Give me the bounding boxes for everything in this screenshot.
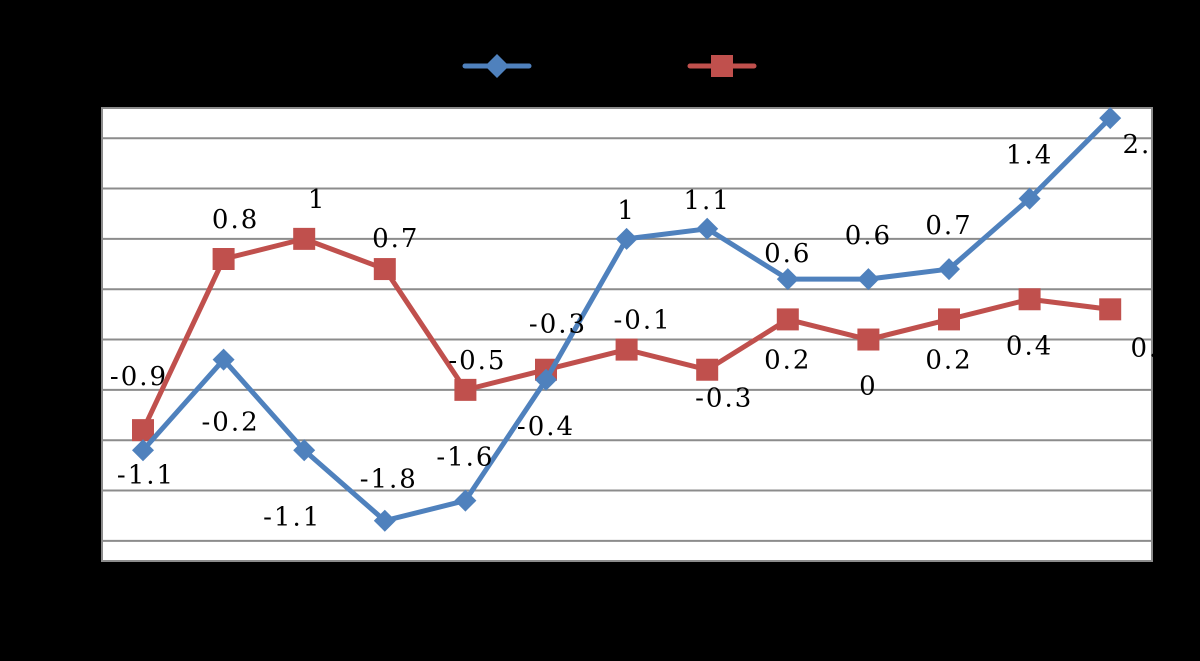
- data-label: 0.7: [925, 211, 972, 241]
- data-label: -0.9: [110, 362, 168, 392]
- diamond-marker: [132, 439, 154, 462]
- diamond-marker: [454, 489, 477, 512]
- data-label: -0.4: [517, 412, 575, 442]
- data-label: 0.3: [1131, 333, 1178, 363]
- data-label: 0.2: [764, 345, 811, 375]
- square-marker: [1099, 298, 1122, 321]
- data-label: 0.7: [372, 224, 419, 254]
- legend-square-marker: [711, 55, 733, 77]
- data-label: 1.4: [1006, 141, 1053, 171]
- diamond-marker: [293, 439, 316, 462]
- square-marker: [454, 378, 477, 401]
- diamond-marker: [1099, 107, 1122, 130]
- data-label: -0.5: [448, 346, 506, 376]
- series-layer: [132, 107, 1122, 532]
- diamond-marker: [212, 348, 235, 371]
- data-label: 0.2: [925, 345, 972, 375]
- data-label: -0.3: [695, 384, 753, 414]
- square-marker: [132, 419, 154, 442]
- diamond-marker: [696, 217, 719, 240]
- legend: [462, 54, 757, 78]
- diamond-marker: [938, 258, 960, 281]
- diamond-marker: [535, 368, 557, 391]
- data-label: 2.2: [1123, 130, 1170, 160]
- square-marker: [857, 328, 880, 351]
- diamond-marker: [776, 268, 799, 291]
- data-label: -1.1: [263, 502, 321, 532]
- data-label: -1.8: [360, 465, 418, 495]
- diamond-marker: [857, 268, 880, 291]
- data-label: 0.4: [1006, 331, 1053, 361]
- square-marker: [293, 227, 316, 250]
- square-marker: [212, 248, 235, 270]
- data-labels: -1.1 -0.2 -1.1 -1.8 -1.6 -0.4 1 1.1 0.6 0.6 0.7 1.4…: [110, 130, 1178, 532]
- plot-area: [101, 107, 1153, 562]
- data-label: -0.3: [529, 310, 587, 340]
- data-label: 0: [859, 372, 878, 402]
- gridlines: [102, 137, 1152, 542]
- square-marker: [615, 338, 638, 361]
- diamond-marker: [373, 509, 396, 532]
- square-marker: [373, 258, 396, 281]
- legend-diamond-marker: [485, 54, 509, 78]
- diamond-marker: [1018, 187, 1041, 210]
- data-label: -0.1: [614, 306, 672, 336]
- data-label: -1.6: [436, 443, 494, 473]
- data-label: 0.6: [764, 239, 811, 269]
- square-marker: [696, 358, 719, 381]
- square-marker: [1018, 288, 1041, 311]
- data-label: -1.1: [117, 460, 175, 490]
- square-marker: [938, 308, 960, 331]
- data-label: 0.6: [845, 221, 892, 251]
- data-label: 1: [308, 185, 327, 215]
- diamond-marker: [615, 227, 638, 250]
- data-label: 0.8: [212, 205, 259, 235]
- data-label: 1: [617, 196, 636, 226]
- data-label: -0.2: [202, 408, 260, 438]
- data-label: 1.1: [684, 186, 731, 216]
- square-marker: [776, 308, 799, 331]
